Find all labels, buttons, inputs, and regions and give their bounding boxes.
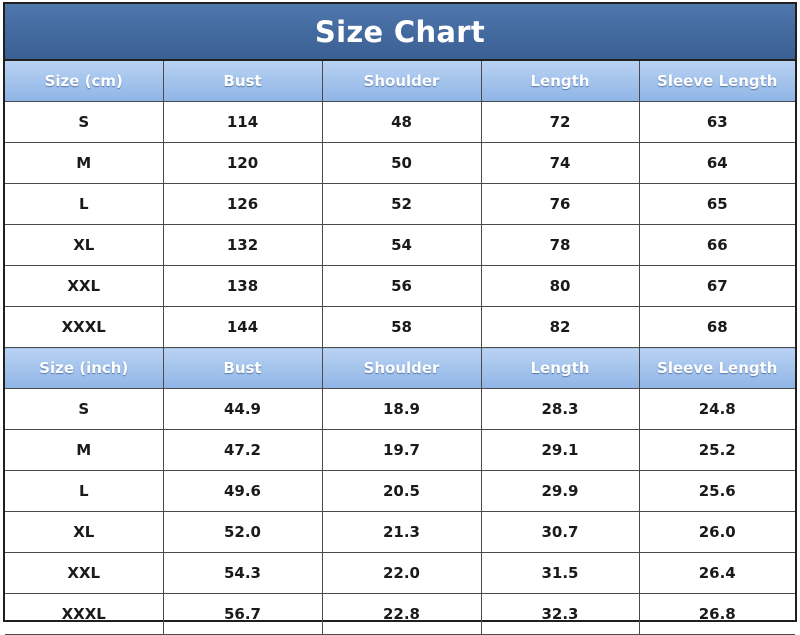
sleeve-length-cell: 26.0 [638, 511, 795, 553]
table-row: L 49.6 20.5 29.9 25.6 [5, 470, 795, 512]
size-table: Size (cm) Bust Shoulder Length Sleeve Le… [5, 61, 795, 635]
sleeve-length-cell: 63 [638, 101, 795, 143]
shoulder-cell: 19.7 [321, 429, 482, 471]
header-cell-length: Length [480, 61, 640, 102]
header-cell-length: Length [480, 347, 640, 389]
shoulder-cell: 50 [321, 142, 482, 184]
sleeve-length-cell: 65 [638, 183, 795, 225]
bust-cell: 138 [162, 265, 323, 307]
size-cell: XXXL [5, 306, 164, 348]
shoulder-cell: 56 [321, 265, 482, 307]
size-cell: S [5, 101, 164, 143]
shoulder-cell: 48 [321, 101, 482, 143]
shoulder-cell: 58 [321, 306, 482, 348]
sleeve-length-cell: 67 [638, 265, 795, 307]
size-cell: XXL [5, 265, 164, 307]
bust-cell: 52.0 [162, 511, 323, 553]
bust-cell: 120 [162, 142, 323, 184]
shoulder-cell: 22.0 [321, 552, 482, 594]
header-cell-shoulder: Shoulder [321, 61, 482, 102]
sleeve-length-cell: 66 [638, 224, 795, 266]
length-cell: 31.5 [480, 552, 640, 594]
bust-cell: 114 [162, 101, 323, 143]
inch-header-row: Size (inch) Bust Shoulder Length Sleeve … [5, 347, 795, 389]
table-row: XL 52.0 21.3 30.7 26.0 [5, 511, 795, 553]
header-cell-sleeve-length: Sleeve Length [638, 61, 795, 102]
size-cell: M [5, 429, 164, 471]
table-row: XXL 54.3 22.0 31.5 26.4 [5, 552, 795, 594]
table-row: S 44.9 18.9 28.3 24.8 [5, 388, 795, 430]
shoulder-cell: 54 [321, 224, 482, 266]
length-cell: 32.3 [480, 593, 640, 635]
header-cell-shoulder: Shoulder [321, 347, 482, 389]
length-cell: 29.9 [480, 470, 640, 512]
bust-cell: 126 [162, 183, 323, 225]
bust-cell: 54.3 [162, 552, 323, 594]
shoulder-cell: 52 [321, 183, 482, 225]
length-cell: 72 [480, 101, 640, 143]
length-cell: 29.1 [480, 429, 640, 471]
length-cell: 78 [480, 224, 640, 266]
sleeve-length-cell: 64 [638, 142, 795, 184]
sleeve-length-cell: 25.2 [638, 429, 795, 471]
table-row: XL 132 54 78 66 [5, 224, 795, 266]
header-cell-sleeve-length: Sleeve Length [638, 347, 795, 389]
table-row: L 126 52 76 65 [5, 183, 795, 225]
sleeve-length-cell: 26.4 [638, 552, 795, 594]
bust-cell: 144 [162, 306, 323, 348]
table-row: XXL 138 56 80 67 [5, 265, 795, 307]
table-row: M 120 50 74 64 [5, 142, 795, 184]
size-cell: XL [5, 511, 164, 553]
length-cell: 28.3 [480, 388, 640, 430]
cm-header-row: Size (cm) Bust Shoulder Length Sleeve Le… [5, 61, 795, 102]
shoulder-cell: 18.9 [321, 388, 482, 430]
bust-cell: 47.2 [162, 429, 323, 471]
sleeve-length-cell: 25.6 [638, 470, 795, 512]
bust-cell: 49.6 [162, 470, 323, 512]
length-cell: 82 [480, 306, 640, 348]
header-cell-bust: Bust [162, 61, 323, 102]
sleeve-length-cell: 26.8 [638, 593, 795, 635]
table-row: M 47.2 19.7 29.1 25.2 [5, 429, 795, 471]
size-cell: L [5, 470, 164, 512]
length-cell: 76 [480, 183, 640, 225]
size-cell: XXXL [5, 593, 164, 635]
sleeve-length-cell: 24.8 [638, 388, 795, 430]
size-cell: XXL [5, 552, 164, 594]
shoulder-cell: 20.5 [321, 470, 482, 512]
table-row: S 114 48 72 63 [5, 101, 795, 143]
length-cell: 74 [480, 142, 640, 184]
header-cell-size-inch: Size (inch) [5, 347, 164, 389]
bust-cell: 132 [162, 224, 323, 266]
shoulder-cell: 21.3 [321, 511, 482, 553]
bust-cell: 44.9 [162, 388, 323, 430]
sleeve-length-cell: 68 [638, 306, 795, 348]
size-chart: Size Chart Size (cm) Bust Shoulder Lengt… [3, 2, 797, 635]
table-row: XXXL 56.7 22.8 32.3 26.8 [5, 593, 795, 635]
shoulder-cell: 22.8 [321, 593, 482, 635]
header-cell-bust: Bust [162, 347, 323, 389]
title-bar: Size Chart [5, 4, 795, 61]
size-cell: M [5, 142, 164, 184]
page-title: Size Chart [314, 14, 486, 49]
length-cell: 80 [480, 265, 640, 307]
size-cell: S [5, 388, 164, 430]
bust-cell: 56.7 [162, 593, 323, 635]
header-cell-size-cm: Size (cm) [5, 61, 164, 102]
size-cell: L [5, 183, 164, 225]
table-row: XXXL 144 58 82 68 [5, 306, 795, 348]
length-cell: 30.7 [480, 511, 640, 553]
size-cell: XL [5, 224, 164, 266]
